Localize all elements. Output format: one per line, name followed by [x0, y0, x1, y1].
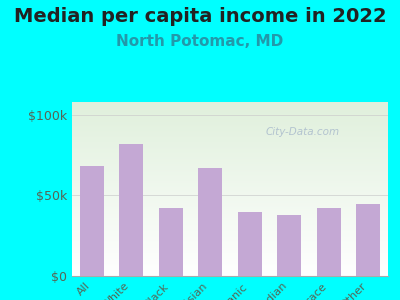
Bar — [159, 208, 182, 276]
Text: City-Data.com: City-Data.com — [266, 127, 340, 136]
Bar — [80, 167, 104, 276]
Text: North Potomac, MD: North Potomac, MD — [116, 34, 284, 50]
Bar — [238, 212, 262, 276]
Bar — [356, 203, 380, 276]
Bar — [278, 215, 301, 276]
Bar — [198, 168, 222, 276]
Bar — [120, 144, 143, 276]
Bar — [317, 208, 340, 276]
Text: Median per capita income in 2022: Median per capita income in 2022 — [14, 8, 386, 26]
